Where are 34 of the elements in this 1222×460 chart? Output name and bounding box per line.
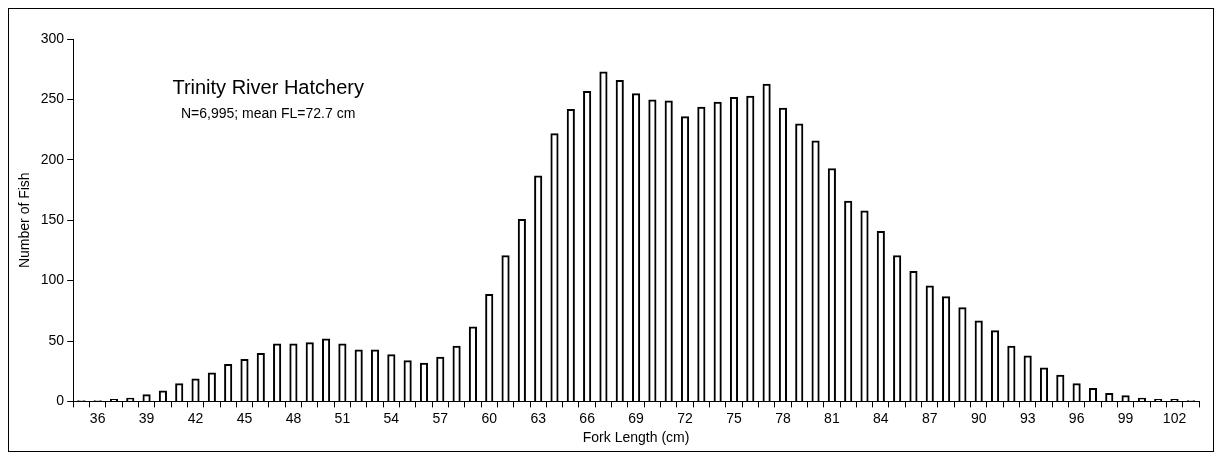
y-axis-title: Number of Fish — [16, 172, 33, 269]
x-tick-label: 93 — [1019, 409, 1036, 426]
x-tick-label: 57 — [432, 409, 449, 426]
y-tick-label: 150 — [40, 211, 65, 228]
x-tick-label: 66 — [579, 409, 596, 426]
x-tick-label: 69 — [628, 409, 645, 426]
x-tick-label: 72 — [677, 409, 694, 426]
x-tick-label: 36 — [89, 409, 106, 426]
y-tick-label: 100 — [40, 271, 65, 288]
x-tick-label: 54 — [383, 409, 400, 426]
x-tick-label: 81 — [824, 409, 840, 426]
y-tick-label: 50 — [48, 331, 65, 348]
x-tick-label: 84 — [873, 409, 889, 426]
x-tick-label: 45 — [236, 409, 253, 426]
annotation: N=6,995; mean FL=72.7 cm — [180, 105, 356, 121]
x-tick-label: 63 — [530, 409, 547, 426]
x-tick-label: 39 — [138, 409, 155, 426]
y-tick-label: 200 — [40, 150, 65, 167]
x-tick-label: 42 — [187, 409, 204, 426]
y-tick-label: 250 — [40, 90, 65, 107]
annotation: Trinity River Hatchery — [172, 76, 364, 98]
x-tick-label: 60 — [481, 409, 498, 426]
x-axis-title: Fork Length (cm) — [582, 429, 690, 446]
y-tick-label: 0 — [56, 392, 65, 409]
x-tick-label: 78 — [775, 409, 791, 426]
x-tick-label: 48 — [285, 409, 302, 426]
x-tick-label: 102 — [1162, 409, 1187, 426]
x-tick-label: 90 — [970, 409, 987, 426]
x-tick-label: 87 — [921, 409, 938, 426]
x-tick-label: 75 — [726, 409, 742, 426]
x-tick-label: 99 — [1117, 409, 1134, 426]
x-tick-label: 96 — [1068, 409, 1085, 426]
x-tick-label: 51 — [334, 409, 351, 426]
y-tick-label: 300 — [40, 29, 65, 46]
